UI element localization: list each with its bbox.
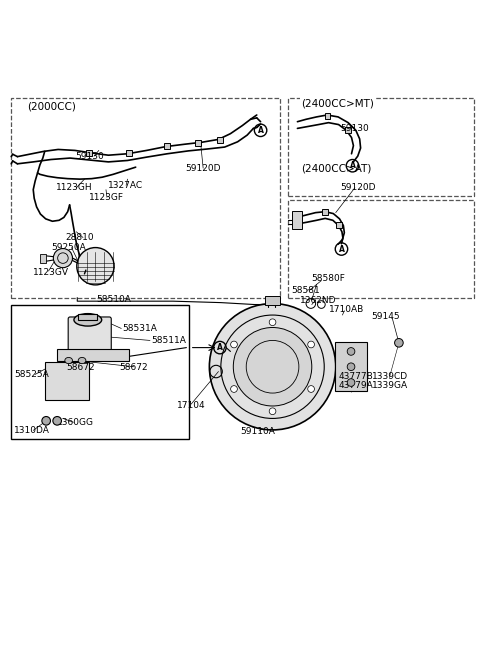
Circle shape (308, 341, 314, 348)
Bar (57, 348, 129, 361)
Text: A: A (217, 343, 223, 352)
Text: 58581: 58581 (292, 286, 321, 295)
Text: 43779A: 43779A (338, 381, 373, 390)
Text: 58672: 58672 (67, 363, 96, 372)
Text: 58672: 58672 (120, 363, 148, 372)
Circle shape (53, 248, 72, 268)
Circle shape (269, 319, 276, 326)
Bar (126, 150, 132, 156)
Circle shape (53, 417, 61, 425)
Text: 17104: 17104 (177, 401, 205, 409)
Text: 1710AB: 1710AB (328, 305, 364, 314)
Circle shape (308, 386, 314, 392)
Text: A: A (349, 161, 355, 170)
Text: 43777B: 43777B (338, 372, 373, 381)
Ellipse shape (65, 358, 72, 364)
Text: 58511A: 58511A (152, 337, 186, 345)
Text: (2000CC): (2000CC) (27, 102, 76, 111)
Text: 58525A: 58525A (14, 370, 49, 379)
Circle shape (347, 379, 355, 386)
Bar (11, 98, 280, 298)
Ellipse shape (77, 248, 114, 285)
Circle shape (347, 363, 355, 371)
Bar (265, 296, 280, 305)
Circle shape (233, 328, 312, 406)
Text: A: A (258, 126, 264, 135)
Circle shape (231, 386, 237, 392)
Circle shape (42, 417, 50, 425)
Bar (86, 150, 92, 157)
Ellipse shape (74, 314, 102, 326)
Text: 59130: 59130 (340, 124, 369, 134)
Bar (292, 211, 302, 229)
Text: 1310DA: 1310DA (14, 426, 50, 435)
Text: 1362ND: 1362ND (300, 295, 336, 305)
Bar (164, 143, 170, 149)
Circle shape (395, 339, 403, 347)
Circle shape (231, 341, 237, 348)
FancyBboxPatch shape (68, 317, 111, 352)
Bar (324, 113, 330, 119)
Text: 59120D: 59120D (185, 164, 220, 173)
Circle shape (269, 408, 276, 415)
Text: 1123GH: 1123GH (56, 183, 92, 193)
Bar (78, 314, 97, 320)
Text: 59145: 59145 (372, 312, 400, 322)
Bar (323, 210, 328, 215)
Bar (288, 200, 474, 298)
Text: 1339GA: 1339GA (372, 381, 408, 390)
Text: (2400CC>AT): (2400CC>AT) (301, 164, 372, 174)
Bar (345, 128, 350, 133)
Bar (217, 137, 223, 143)
Text: 59120D: 59120D (340, 183, 376, 193)
Bar (11, 305, 189, 439)
Text: 58531A: 58531A (123, 324, 157, 333)
Text: 1123GV: 1123GV (33, 268, 69, 277)
Text: 1360GG: 1360GG (57, 418, 94, 427)
Text: 1327AC: 1327AC (108, 181, 144, 190)
Circle shape (209, 303, 336, 430)
Bar (335, 342, 367, 390)
Text: 1339CD: 1339CD (372, 372, 408, 381)
Bar (45, 362, 89, 400)
Text: (2400CC>MT): (2400CC>MT) (301, 98, 374, 109)
Text: 58580F: 58580F (311, 274, 345, 283)
Text: 59250A: 59250A (51, 243, 86, 252)
Ellipse shape (78, 358, 86, 364)
Text: 59110A: 59110A (240, 427, 275, 436)
Bar (40, 254, 46, 263)
Text: A: A (338, 244, 345, 253)
Text: 59130: 59130 (75, 152, 104, 161)
Bar (336, 222, 342, 228)
Text: 28810: 28810 (65, 233, 94, 242)
Bar (288, 98, 474, 196)
Text: 58510A: 58510A (96, 295, 132, 304)
Text: 1123GF: 1123GF (89, 193, 124, 202)
Circle shape (347, 348, 355, 355)
Bar (195, 140, 201, 146)
